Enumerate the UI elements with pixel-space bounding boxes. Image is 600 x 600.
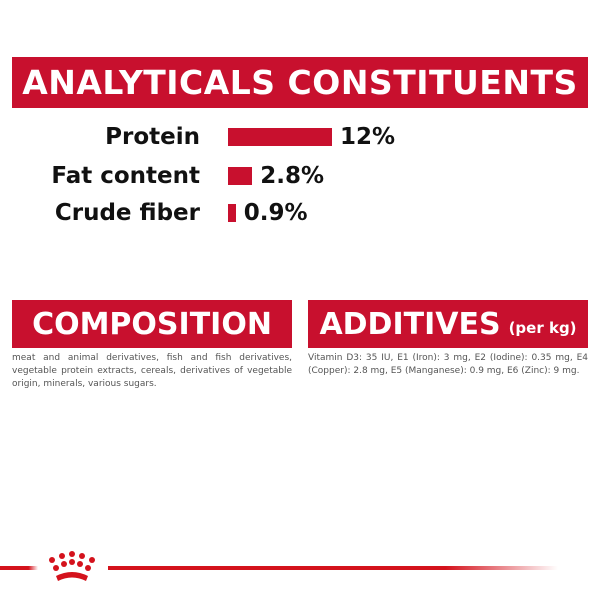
additives-text: Vitamin D3: 35 IU, E1 (Iron): 3 mg, E2 (… — [308, 353, 588, 376]
constituent-label: Crude fiber — [54, 200, 200, 226]
footer-line-right — [108, 566, 558, 570]
analyticals-banner: ANALYTICALS CONSTITUENTS — [12, 57, 588, 108]
constituent-value: 12% — [340, 124, 396, 150]
constituent-bar — [228, 204, 236, 222]
constituent-bar — [228, 128, 332, 146]
constituent-value: 0.9% — [243, 200, 308, 226]
composition-text: meat and animal derivatives, fish and fi… — [12, 353, 292, 389]
constituent-row-protein: Protein 12% — [0, 125, 600, 149]
constituent-value: 2.8% — [260, 163, 325, 189]
analyticals-title: ANALYTICALS CONSTITUENTS — [22, 63, 578, 102]
additives-title: ADDITIVES — [319, 306, 501, 342]
composition-title: COMPOSITION — [32, 306, 272, 342]
constituent-bar — [228, 167, 253, 185]
constituent-label: Fat content — [51, 163, 200, 189]
composition-banner: COMPOSITION — [12, 300, 292, 348]
crown-icon — [49, 551, 95, 581]
constituent-label: Protein — [105, 124, 200, 150]
constituent-row-fat: Fat content 2.8% — [0, 164, 600, 188]
additives-subtitle: (per kg) — [508, 319, 577, 337]
additives-banner: ADDITIVES (per kg) — [308, 300, 588, 348]
footer-line-left — [0, 566, 38, 570]
constituent-row-fiber: Crude fiber 0.9% — [0, 201, 600, 225]
